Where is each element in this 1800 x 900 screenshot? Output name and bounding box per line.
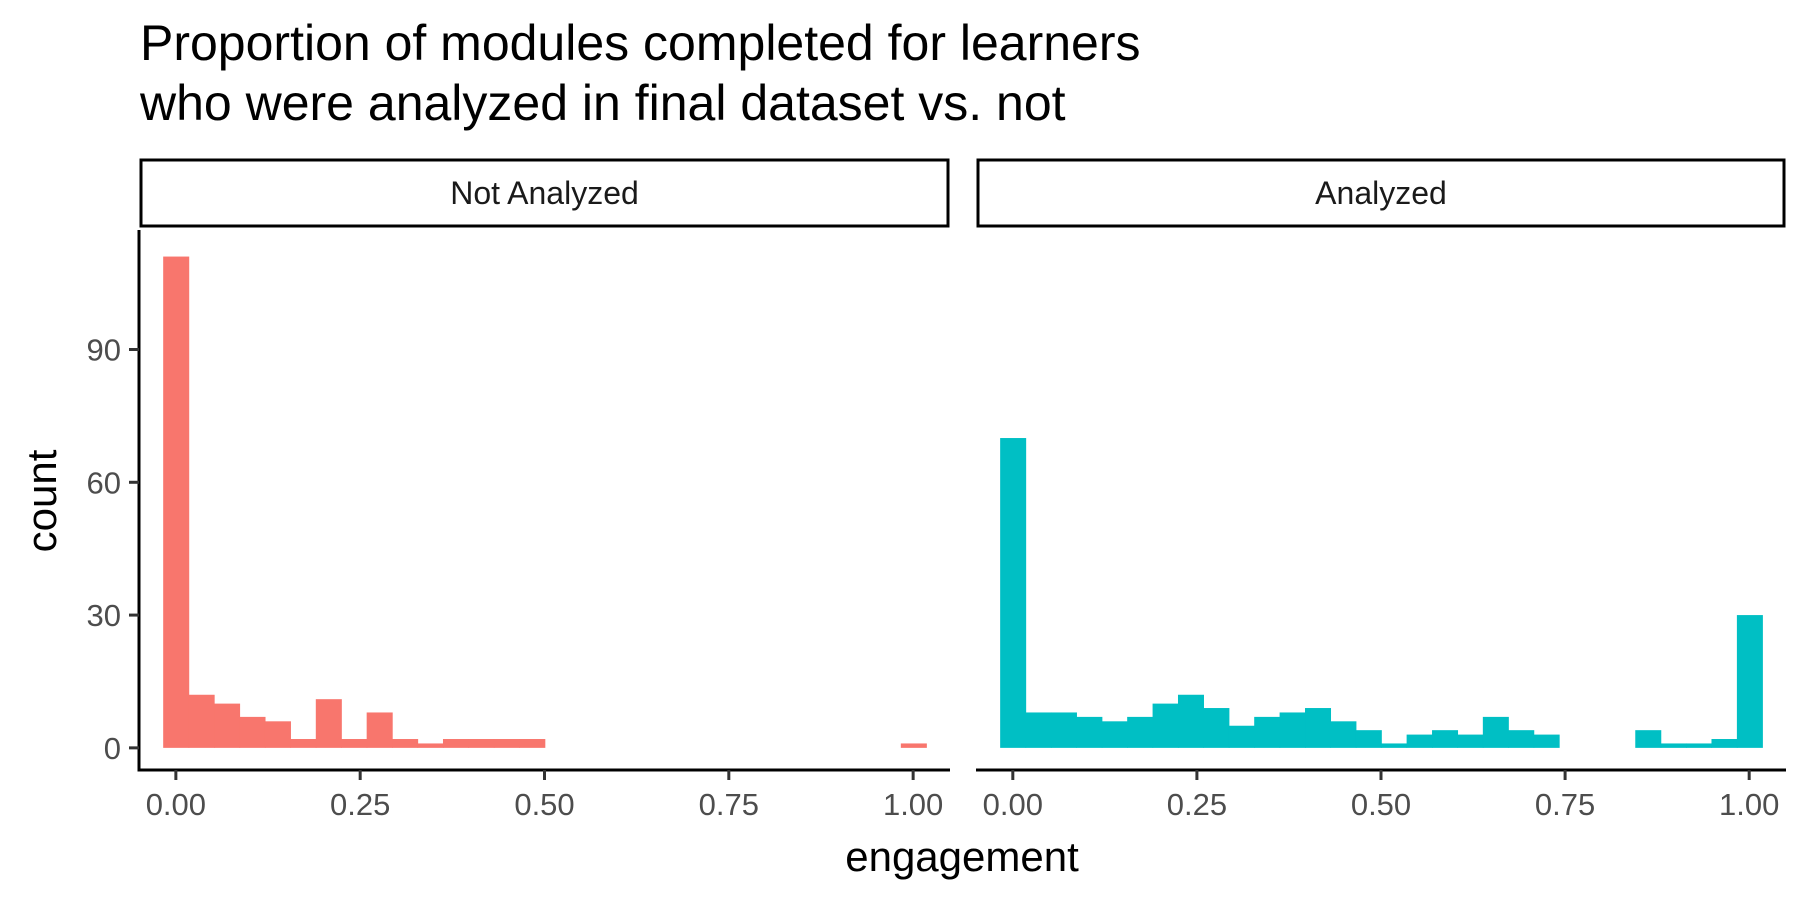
chart-title-line-2: who were analyzed in final dataset vs. n… bbox=[139, 75, 1066, 131]
y-tick-label: 30 bbox=[87, 598, 121, 633]
histogram-bar bbox=[290, 739, 317, 748]
histogram-bar bbox=[1457, 734, 1484, 748]
x-tick-label: 0.75 bbox=[699, 787, 759, 822]
histogram-bar bbox=[417, 743, 444, 748]
histogram-bar bbox=[239, 716, 266, 748]
histogram-bar bbox=[1228, 725, 1255, 748]
histogram-bar bbox=[341, 739, 368, 748]
histogram-bar bbox=[188, 694, 215, 748]
histogram-bar bbox=[1050, 712, 1077, 748]
x-tick-label: 0.00 bbox=[983, 787, 1043, 822]
x-tick-label: 1.00 bbox=[1719, 787, 1779, 822]
histogram-bar bbox=[1127, 716, 1154, 748]
histogram-bar bbox=[315, 699, 342, 748]
histogram-bar bbox=[1076, 716, 1103, 748]
x-tick-label: 0.25 bbox=[330, 787, 390, 822]
facet-strip-label: Analyzed bbox=[1315, 175, 1447, 211]
facet-panel-2: Analyzed 0.00 0.25 0.50 0.75 1.00 bbox=[976, 158, 1786, 822]
histogram-bar bbox=[1660, 743, 1687, 748]
histogram-bar bbox=[1025, 712, 1052, 748]
histogram-bar bbox=[1482, 716, 1509, 748]
histogram-bar bbox=[1686, 743, 1713, 748]
x-tick-label: 0.50 bbox=[514, 787, 574, 822]
histogram-bar bbox=[1254, 716, 1281, 748]
histogram-bar bbox=[1406, 734, 1433, 748]
histogram-bar bbox=[519, 739, 546, 748]
histogram-bar bbox=[1736, 615, 1763, 748]
histogram-bar bbox=[442, 739, 470, 748]
histogram-bar bbox=[1330, 721, 1357, 748]
histogram-bar bbox=[1101, 721, 1128, 748]
x-tick-label: 0.75 bbox=[1535, 787, 1595, 822]
x-tick-label: 0.00 bbox=[146, 787, 206, 822]
histogram-bar bbox=[1305, 708, 1332, 748]
histogram-bar bbox=[1279, 712, 1306, 748]
histogram-bar bbox=[493, 739, 520, 748]
histogram-bar bbox=[1711, 739, 1738, 748]
y-tick-label: 0 bbox=[104, 731, 121, 766]
facet-panel-1: Not Analyzed 0.00 0.25 0.50 0.75 1.00 bbox=[139, 158, 950, 822]
y-axis-title: count bbox=[18, 449, 65, 552]
histogram-bar bbox=[1533, 734, 1560, 748]
histogram-bar bbox=[214, 703, 241, 748]
x-tick-label: 1.00 bbox=[883, 787, 943, 822]
facet-strip bbox=[139, 158, 950, 228]
x-tick-label: 0.25 bbox=[1167, 787, 1227, 822]
histogram-bar bbox=[1000, 438, 1027, 748]
y-tick-label: 90 bbox=[87, 333, 121, 368]
histogram-bar bbox=[1381, 743, 1408, 748]
histogram-bar bbox=[1355, 730, 1382, 748]
y-axis: 0 30 60 90 bbox=[87, 230, 141, 772]
histogram-bar bbox=[264, 721, 291, 748]
histogram-bar bbox=[1635, 730, 1662, 748]
histogram-bar bbox=[1203, 708, 1230, 748]
facet-strip-label: Not Analyzed bbox=[450, 175, 639, 211]
facet-strip bbox=[976, 158, 1786, 228]
x-axis-title: engagement bbox=[845, 833, 1079, 880]
histogram-bar bbox=[1152, 703, 1179, 748]
histogram-bar bbox=[163, 256, 190, 748]
histogram-bar bbox=[468, 739, 495, 748]
histogram-bar bbox=[900, 743, 927, 748]
histogram-bar bbox=[1508, 730, 1535, 748]
histogram-bar bbox=[392, 739, 419, 748]
y-tick-label: 60 bbox=[87, 465, 121, 500]
histogram-bar bbox=[1432, 730, 1459, 748]
histogram-bar bbox=[1177, 694, 1204, 748]
x-tick-label: 0.50 bbox=[1351, 787, 1411, 822]
chart-title-line-1: Proportion of modules completed for lear… bbox=[140, 15, 1141, 71]
histogram-bar bbox=[366, 712, 393, 748]
